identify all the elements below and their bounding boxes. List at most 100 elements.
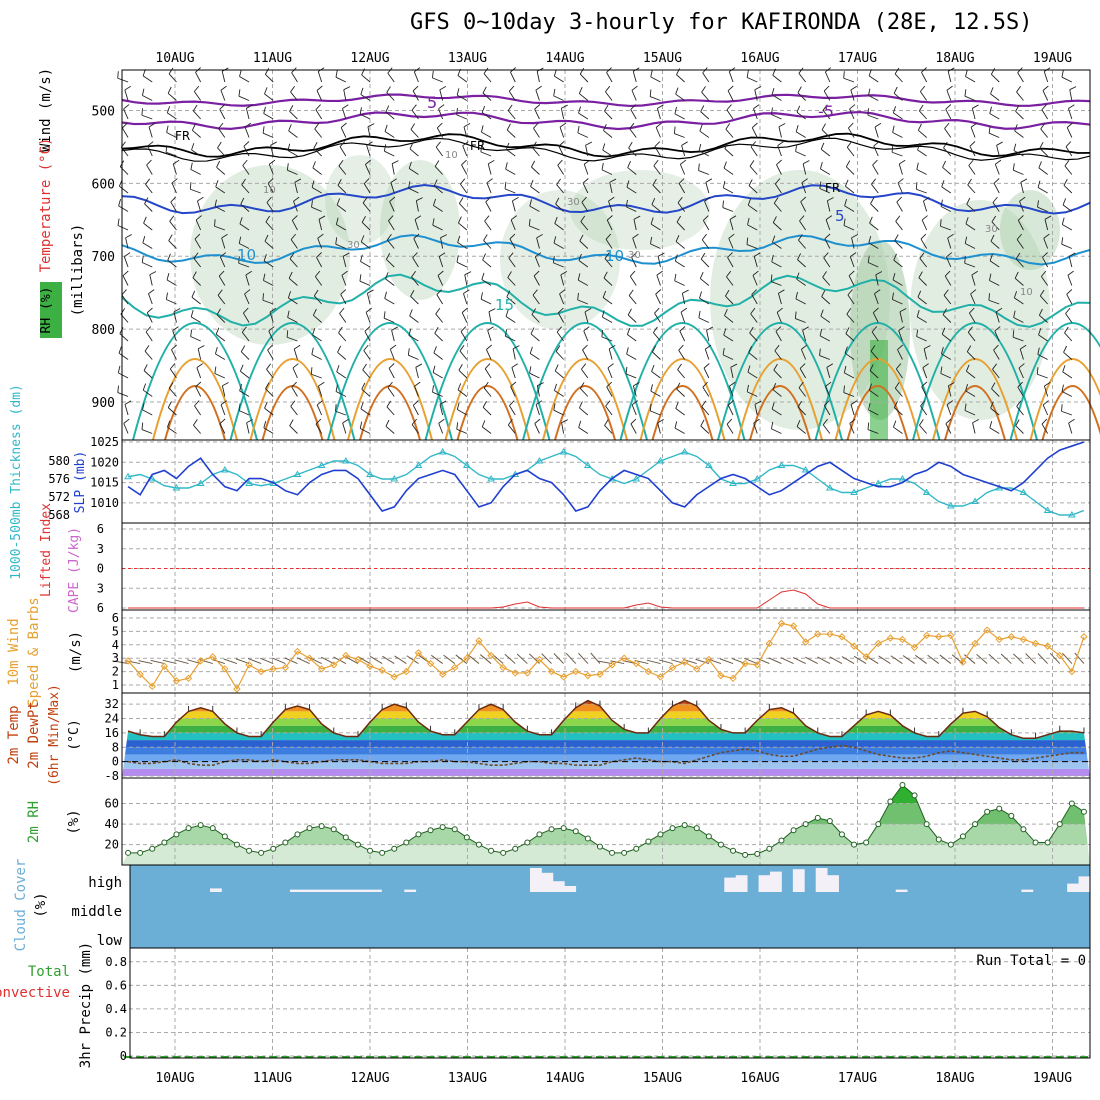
wind-speed-point (789, 622, 798, 630)
wind-barb (964, 410, 976, 416)
precip-bar (1031, 1056, 1040, 1058)
wind-barb (165, 145, 168, 153)
wind-barb (631, 256, 637, 268)
wind-barb (800, 196, 807, 203)
wind-barb (1044, 219, 1049, 231)
wind-barb (893, 401, 898, 408)
thickness-point (172, 484, 181, 491)
wind-barb (605, 405, 613, 416)
date-label-bottom: 18AUG (935, 1071, 974, 1086)
wind-barb (553, 95, 564, 101)
wind-barb (629, 122, 635, 129)
rh-point (318, 823, 325, 830)
wind-barb (194, 233, 201, 240)
wind-barb (845, 185, 855, 194)
thickness-point (559, 448, 568, 455)
cloud-high-bar (324, 889, 337, 892)
wind-barb (483, 382, 489, 389)
wind-barb (772, 389, 782, 397)
wind-barb (632, 233, 639, 239)
wind-barb (872, 164, 879, 175)
wind-barb (920, 238, 928, 249)
wind-speed-point (317, 665, 326, 673)
wind-barb (922, 363, 929, 369)
wind-barb (723, 334, 734, 342)
wind-barb (654, 313, 661, 323)
wind-barb (798, 387, 807, 397)
wind-barb (242, 165, 250, 175)
wind-barb (119, 333, 129, 342)
wind-barb (919, 252, 925, 259)
wind-barb (875, 271, 883, 276)
wind-barb (121, 127, 129, 138)
wind-barb (193, 91, 202, 101)
warm-contour (749, 385, 811, 441)
wind-barb (315, 104, 321, 110)
wind-barb (727, 404, 734, 416)
wind-barb (871, 178, 877, 185)
wind-barb (675, 93, 685, 101)
wind-barb (412, 90, 419, 101)
wind-barb (146, 307, 153, 314)
wind-barb (849, 423, 855, 434)
wind-barb (554, 364, 559, 372)
wind-barb (414, 386, 419, 397)
wind-barb (289, 258, 298, 268)
wind-barb (481, 112, 492, 120)
wind-barb (142, 95, 153, 101)
wind-barb (965, 76, 976, 83)
wind-barb (410, 296, 419, 305)
warm-contour (327, 322, 453, 441)
wind-barb (797, 406, 806, 416)
wind-barb (359, 421, 363, 429)
wind-barb (264, 68, 270, 75)
wind-barb (946, 252, 953, 258)
wind-barb (565, 652, 577, 664)
warm-contour (1041, 385, 1100, 441)
wind-barb (754, 89, 758, 101)
wind-barb (1013, 317, 1024, 323)
wind-barb (516, 653, 528, 664)
wind-speed-point (1007, 633, 1016, 641)
wind-barb (1019, 201, 1024, 212)
wind-barb (531, 166, 540, 175)
wind-barb (171, 178, 178, 184)
wind-barb (915, 182, 918, 190)
wind-barb (530, 327, 535, 335)
wind-barb (1017, 72, 1024, 83)
wind-barb (626, 206, 637, 212)
wind-barb (579, 67, 585, 75)
wind-barb (654, 307, 660, 314)
isotherm-contour (121, 184, 1091, 215)
wind-barb (795, 131, 806, 138)
wind-barb (174, 659, 189, 665)
wind-barb (196, 363, 203, 369)
wind-barb (965, 383, 968, 391)
wind-barb (601, 162, 604, 170)
thickness-point (1043, 506, 1052, 513)
wind-barb (753, 422, 758, 434)
wind-barb (1036, 367, 1039, 375)
rh-point (899, 782, 906, 789)
wind-barb (141, 429, 153, 434)
wind-barb (555, 345, 561, 352)
wind-barb (506, 123, 511, 131)
wind-barb (408, 328, 412, 336)
precip-bar (148, 1056, 157, 1058)
wind-barb (850, 404, 855, 416)
wind-barb (750, 141, 757, 148)
wind-barb (367, 123, 375, 128)
wind-barb (262, 132, 274, 138)
wind-barb (946, 400, 954, 406)
wind-barb (943, 141, 948, 149)
wind-barb (657, 256, 661, 268)
wind-barb (605, 233, 612, 240)
wind-barb (1020, 182, 1024, 194)
wind-barb (533, 270, 540, 277)
tick-label: 572 (48, 490, 70, 504)
wind-barb (1066, 122, 1073, 128)
wind-barb (246, 422, 250, 434)
wind-barb (143, 222, 153, 231)
wind-barb (413, 238, 419, 249)
wind-barb (463, 126, 468, 138)
